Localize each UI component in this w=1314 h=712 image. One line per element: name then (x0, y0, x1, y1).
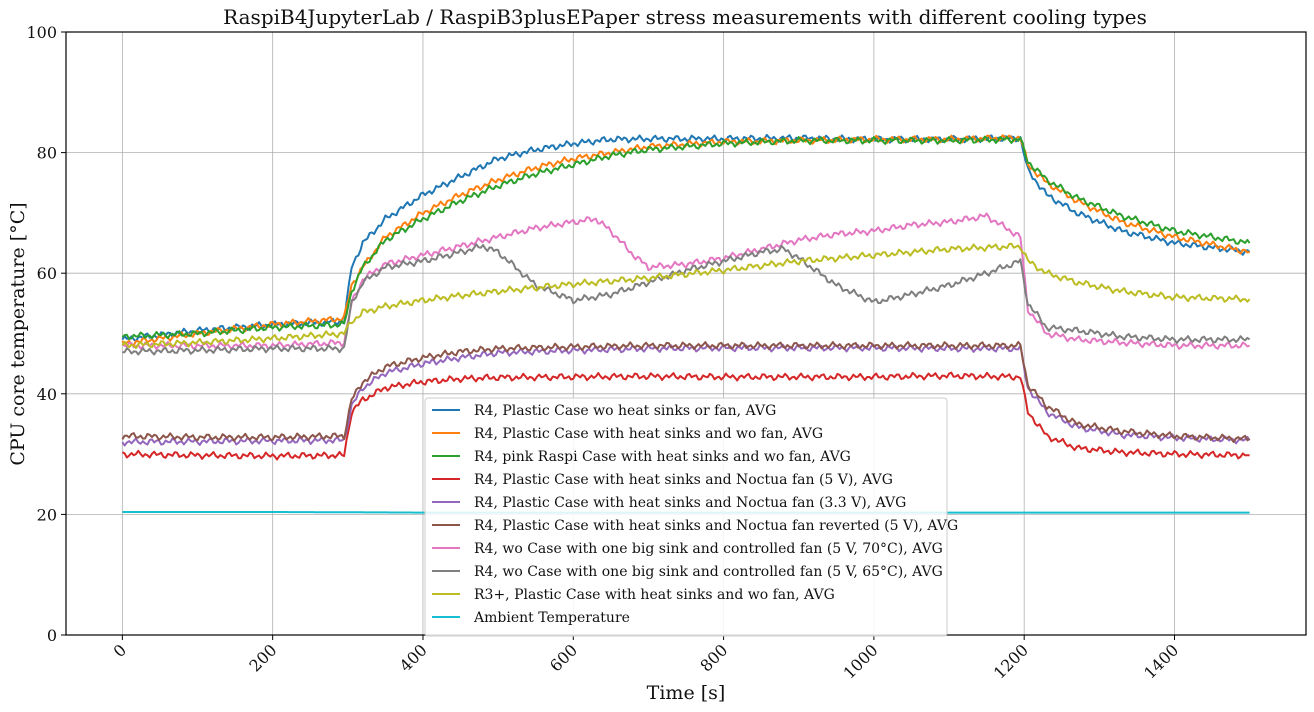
legend-entry: R4, Plastic Case wo heat sinks or fan, A… (474, 403, 776, 419)
series-line-7 (121, 212, 1250, 351)
legend-entry: R3+, Plastic Case with heat sinks and wo… (474, 587, 835, 603)
series-line-1 (121, 133, 1251, 343)
y-tick-label: 0 (47, 626, 57, 645)
series-line-6 (121, 341, 1251, 443)
x-tick-label: 1200 (990, 640, 1032, 682)
chart-title: RaspiB4JupyterLab / RaspiB3plusEPaper st… (223, 5, 1147, 29)
y-tick-label: 60 (37, 264, 57, 283)
x-tick-label: 1400 (1140, 640, 1182, 682)
series-line-4 (121, 371, 1250, 461)
series-line-8 (122, 243, 1251, 356)
x-tick-label: 600 (546, 640, 581, 675)
series-group (121, 133, 1251, 514)
legend-entry: R4, pink Raspi Case with heat sinks and … (474, 449, 851, 465)
x-tick-label: 200 (245, 640, 280, 675)
series-line-9 (121, 242, 1251, 350)
x-axis-label: Time [s] (647, 682, 726, 704)
legend-entry: R4, Plastic Case with heat sinks and Noc… (474, 518, 958, 534)
series-line-2 (121, 134, 1250, 347)
series-line-3 (121, 135, 1251, 341)
x-tick-label: 0 (110, 640, 131, 661)
y-tick-label: 80 (37, 144, 57, 163)
legend-entry: Ambient Temperature (473, 610, 630, 626)
legend: R4, Plastic Case wo heat sinks or fan, A… (424, 397, 958, 637)
legend-entry: R4, Plastic Case with heat sinks and wo … (474, 426, 823, 442)
y-tick-labels: 0 20 40 60 80 100 (26, 23, 66, 645)
x-tick-label: 1000 (839, 640, 881, 682)
x-tick-label: 800 (696, 640, 731, 675)
y-tick-label: 100 (26, 23, 57, 42)
legend-entry: R4, wo Case with one big sink and contro… (474, 541, 943, 557)
y-tick-label: 20 (37, 505, 57, 524)
x-tick-labels: 0 200 400 600 800 1000 1200 1400 (110, 635, 1182, 683)
legend-entry: R4, Plastic Case with heat sinks and Noc… (474, 495, 906, 511)
y-tick-label: 40 (37, 385, 57, 404)
x-tick-label: 400 (396, 640, 431, 675)
legend-box (424, 397, 948, 637)
legend-entry: R4, wo Case with one big sink and contro… (474, 564, 943, 580)
legend-entry: R4, Plastic Case with heat sinks and Noc… (474, 472, 893, 488)
y-axis-label: CPU core temperature [°C] (7, 202, 29, 465)
